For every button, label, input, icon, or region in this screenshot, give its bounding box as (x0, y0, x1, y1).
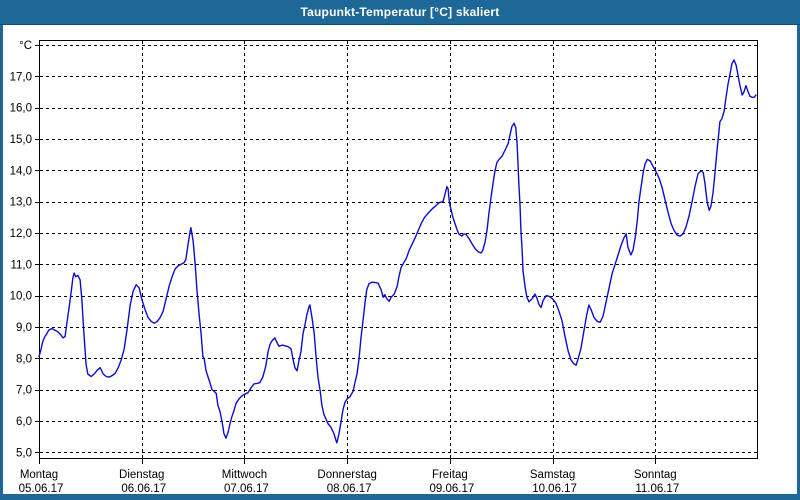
y-axis-label: 7,0 (16, 385, 32, 397)
y-axis-label: 11,0 (10, 259, 32, 271)
x-axis-day-label: Sonntag (634, 469, 677, 481)
x-axis-day-label: Dienstag (119, 469, 164, 481)
x-axis-day-label: Donnerstag (317, 469, 376, 481)
y-axis-label: 15,0 (10, 134, 32, 146)
x-axis-day-label: Mittwoch (222, 469, 267, 481)
x-axis-date-label: 09.06.17 (429, 483, 474, 494)
x-axis-date-label: 11.06.17 (635, 483, 679, 494)
chart-title: Taupunkt-Temperatur [°C] skaliert (300, 5, 500, 19)
x-axis-day-label: Samstag (530, 469, 575, 481)
y-axis-label: 6,0 (16, 416, 32, 428)
title-bar: Taupunkt-Temperatur [°C] skaliert (0, 0, 800, 25)
chart-client-area: 17,0 16,0 15,0 14,0 13,0 12,0 11,0 10,0 9,0 8,0 7,… (3, 25, 797, 495)
x-axis-date-label: 10.06.17 (532, 483, 577, 494)
x-axis-date-label: 05.06.17 (19, 483, 64, 494)
x-axis-date-label: 08.06.17 (327, 483, 372, 494)
temperature-series-line (38, 59, 757, 444)
x-axis-date-label: 06.06.17 (121, 483, 166, 494)
y-axis-unit-label: °C (19, 40, 32, 52)
y-axis-label: 8,0 (16, 353, 32, 365)
y-axis-label: 17,0 (10, 71, 32, 83)
y-axis-label: 14,0 (10, 165, 32, 177)
plot-area (39, 40, 758, 459)
x-axis-date-label: 07.06.17 (224, 483, 269, 494)
y-axis-label: 9,0 (16, 322, 32, 334)
x-axis-day-label: Freitag (432, 469, 468, 481)
x-axis-day-label: Montag (20, 469, 58, 481)
y-axis-label: 12,0 (10, 228, 32, 240)
y-axis-label: 10,0 (10, 291, 32, 303)
chart-canvas: 17,0 16,0 15,0 14,0 13,0 12,0 11,0 10,0 9,0 8,0 7,… (10, 40, 758, 495)
y-axis-label: 16,0 (10, 103, 32, 115)
y-axis-label: 13,0 (10, 197, 32, 209)
y-axis-label: 5,0 (16, 447, 32, 459)
